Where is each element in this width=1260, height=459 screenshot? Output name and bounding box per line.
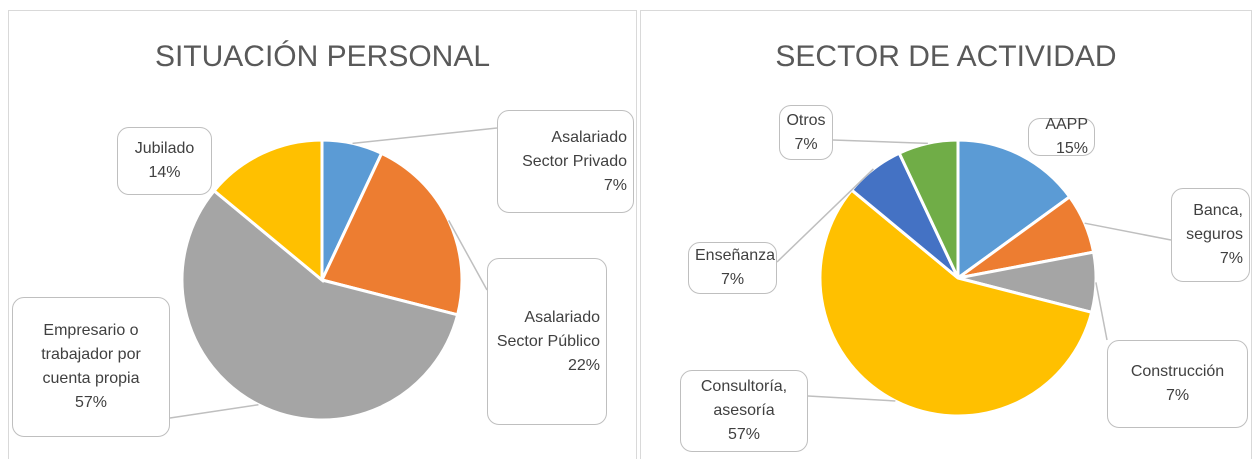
label-name: Otros — [786, 111, 826, 129]
label-name: Construcción — [1130, 363, 1225, 380]
pie-slice — [897, 138, 960, 279]
chart-panel — [8, 10, 637, 459]
leader-line — [352, 127, 498, 145]
pie-slice — [818, 187, 1094, 418]
label-name: Asalariado Sector Público — [496, 308, 600, 350]
data-label: Banca, seguros 7% — [1171, 188, 1250, 282]
leader-line — [807, 395, 896, 402]
data-label: Otros 7% — [779, 105, 833, 160]
leader-line — [832, 139, 928, 145]
chart-panel — [640, 10, 1252, 459]
pie-slice — [180, 188, 460, 422]
leader-line — [1095, 282, 1108, 341]
label-name: AAPP — [1045, 116, 1088, 133]
label-name: Asalariado Sector Privado — [522, 128, 627, 170]
label-name: Banca, seguros — [1186, 202, 1243, 243]
data-label: Asalariado Sector Privado 7% — [497, 110, 634, 213]
label-name: Enseñanza — [695, 247, 776, 264]
label-value: 15% — [1055, 140, 1088, 157]
data-label: Consultoría, asesoría 57% — [680, 370, 808, 452]
label-value: 7% — [1165, 387, 1190, 404]
label-name: Consultoría, asesoría — [700, 378, 788, 419]
pie-slice — [212, 138, 324, 284]
data-label: Jubilado 14% — [117, 127, 212, 195]
label-name: Jubilado — [134, 140, 195, 157]
data-label: Empresario o trabajador por cuenta propi… — [12, 297, 170, 437]
data-label: Asalariado Sector Público 22% — [487, 258, 607, 425]
label-value: 22% — [567, 356, 600, 374]
data-label: Enseñanza 7% — [688, 242, 777, 294]
chart-title: SECTOR DE ACTIVIDAD — [775, 40, 1117, 73]
label-name: Empresario o trabajador por cuenta propi… — [41, 322, 141, 387]
leader-line — [776, 168, 874, 263]
label-value: 7% — [720, 271, 745, 288]
label-value: 7% — [603, 176, 627, 194]
pie-slice — [956, 138, 1072, 281]
chart-title: SITUACIÓN PERSONAL — [154, 40, 491, 73]
label-value: 14% — [148, 164, 181, 181]
leader-line — [448, 220, 488, 291]
label-value: 57% — [74, 394, 108, 411]
label-value: 7% — [794, 135, 818, 153]
data-label: AAPP 15% — [1028, 116, 1095, 157]
label-value: 57% — [727, 426, 761, 443]
leader-line — [1084, 222, 1172, 241]
data-label: Construcción 7% — [1107, 340, 1248, 428]
label-value: 7% — [1219, 250, 1243, 267]
leader-line — [169, 403, 259, 419]
